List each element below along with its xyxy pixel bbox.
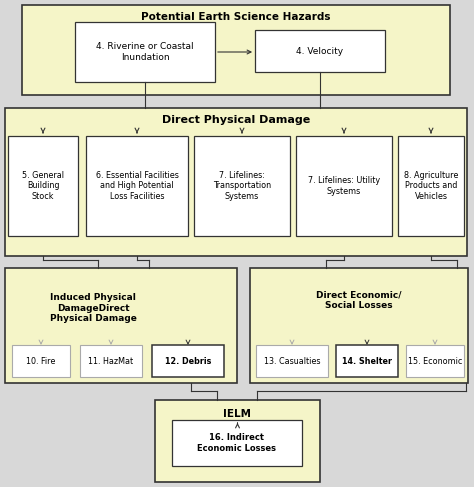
Text: Direct Physical Damage: Direct Physical Damage [162, 115, 310, 125]
Text: 11. HazMat: 11. HazMat [89, 356, 134, 366]
Text: Potential Earth Science Hazards: Potential Earth Science Hazards [141, 12, 331, 22]
Text: Induced Physical
DamageDirect
Physical Damage: Induced Physical DamageDirect Physical D… [50, 293, 137, 323]
FancyBboxPatch shape [12, 345, 70, 377]
Text: 5. General
Building
Stock: 5. General Building Stock [22, 171, 64, 201]
FancyBboxPatch shape [8, 136, 78, 236]
Text: 7. Lifelines: Utility
Systems: 7. Lifelines: Utility Systems [308, 176, 380, 196]
FancyBboxPatch shape [80, 345, 142, 377]
FancyBboxPatch shape [155, 400, 320, 482]
Text: IELM: IELM [224, 409, 252, 419]
FancyBboxPatch shape [75, 22, 215, 82]
FancyBboxPatch shape [250, 268, 468, 383]
FancyBboxPatch shape [22, 5, 450, 95]
Text: 4. Riverine or Coastal
Inundation: 4. Riverine or Coastal Inundation [96, 42, 194, 62]
Text: 4. Velocity: 4. Velocity [296, 46, 344, 56]
FancyBboxPatch shape [406, 345, 464, 377]
FancyBboxPatch shape [398, 136, 464, 236]
Text: 10. Fire: 10. Fire [27, 356, 55, 366]
FancyBboxPatch shape [336, 345, 398, 377]
Text: 15. Economic: 15. Economic [408, 356, 462, 366]
Text: 6. Essential Facilities
and High Potential
Loss Facilities: 6. Essential Facilities and High Potenti… [96, 171, 178, 201]
FancyBboxPatch shape [194, 136, 290, 236]
Text: 12. Debris: 12. Debris [165, 356, 211, 366]
FancyBboxPatch shape [5, 108, 467, 256]
Text: 16. Indirect
Economic Losses: 16. Indirect Economic Losses [198, 433, 276, 453]
FancyBboxPatch shape [152, 345, 224, 377]
Text: 13. Casualties: 13. Casualties [264, 356, 320, 366]
Text: Direct Economic/
Social Losses: Direct Economic/ Social Losses [316, 291, 402, 310]
FancyBboxPatch shape [172, 420, 302, 466]
FancyBboxPatch shape [296, 136, 392, 236]
FancyBboxPatch shape [256, 345, 328, 377]
Text: 14. Shelter: 14. Shelter [342, 356, 392, 366]
Text: 7. Lifelines:
Transportation
Systems: 7. Lifelines: Transportation Systems [213, 171, 271, 201]
FancyBboxPatch shape [86, 136, 188, 236]
FancyBboxPatch shape [5, 268, 237, 383]
FancyBboxPatch shape [255, 30, 385, 72]
Text: 8. Agriculture
Products and
Vehicles: 8. Agriculture Products and Vehicles [404, 171, 458, 201]
